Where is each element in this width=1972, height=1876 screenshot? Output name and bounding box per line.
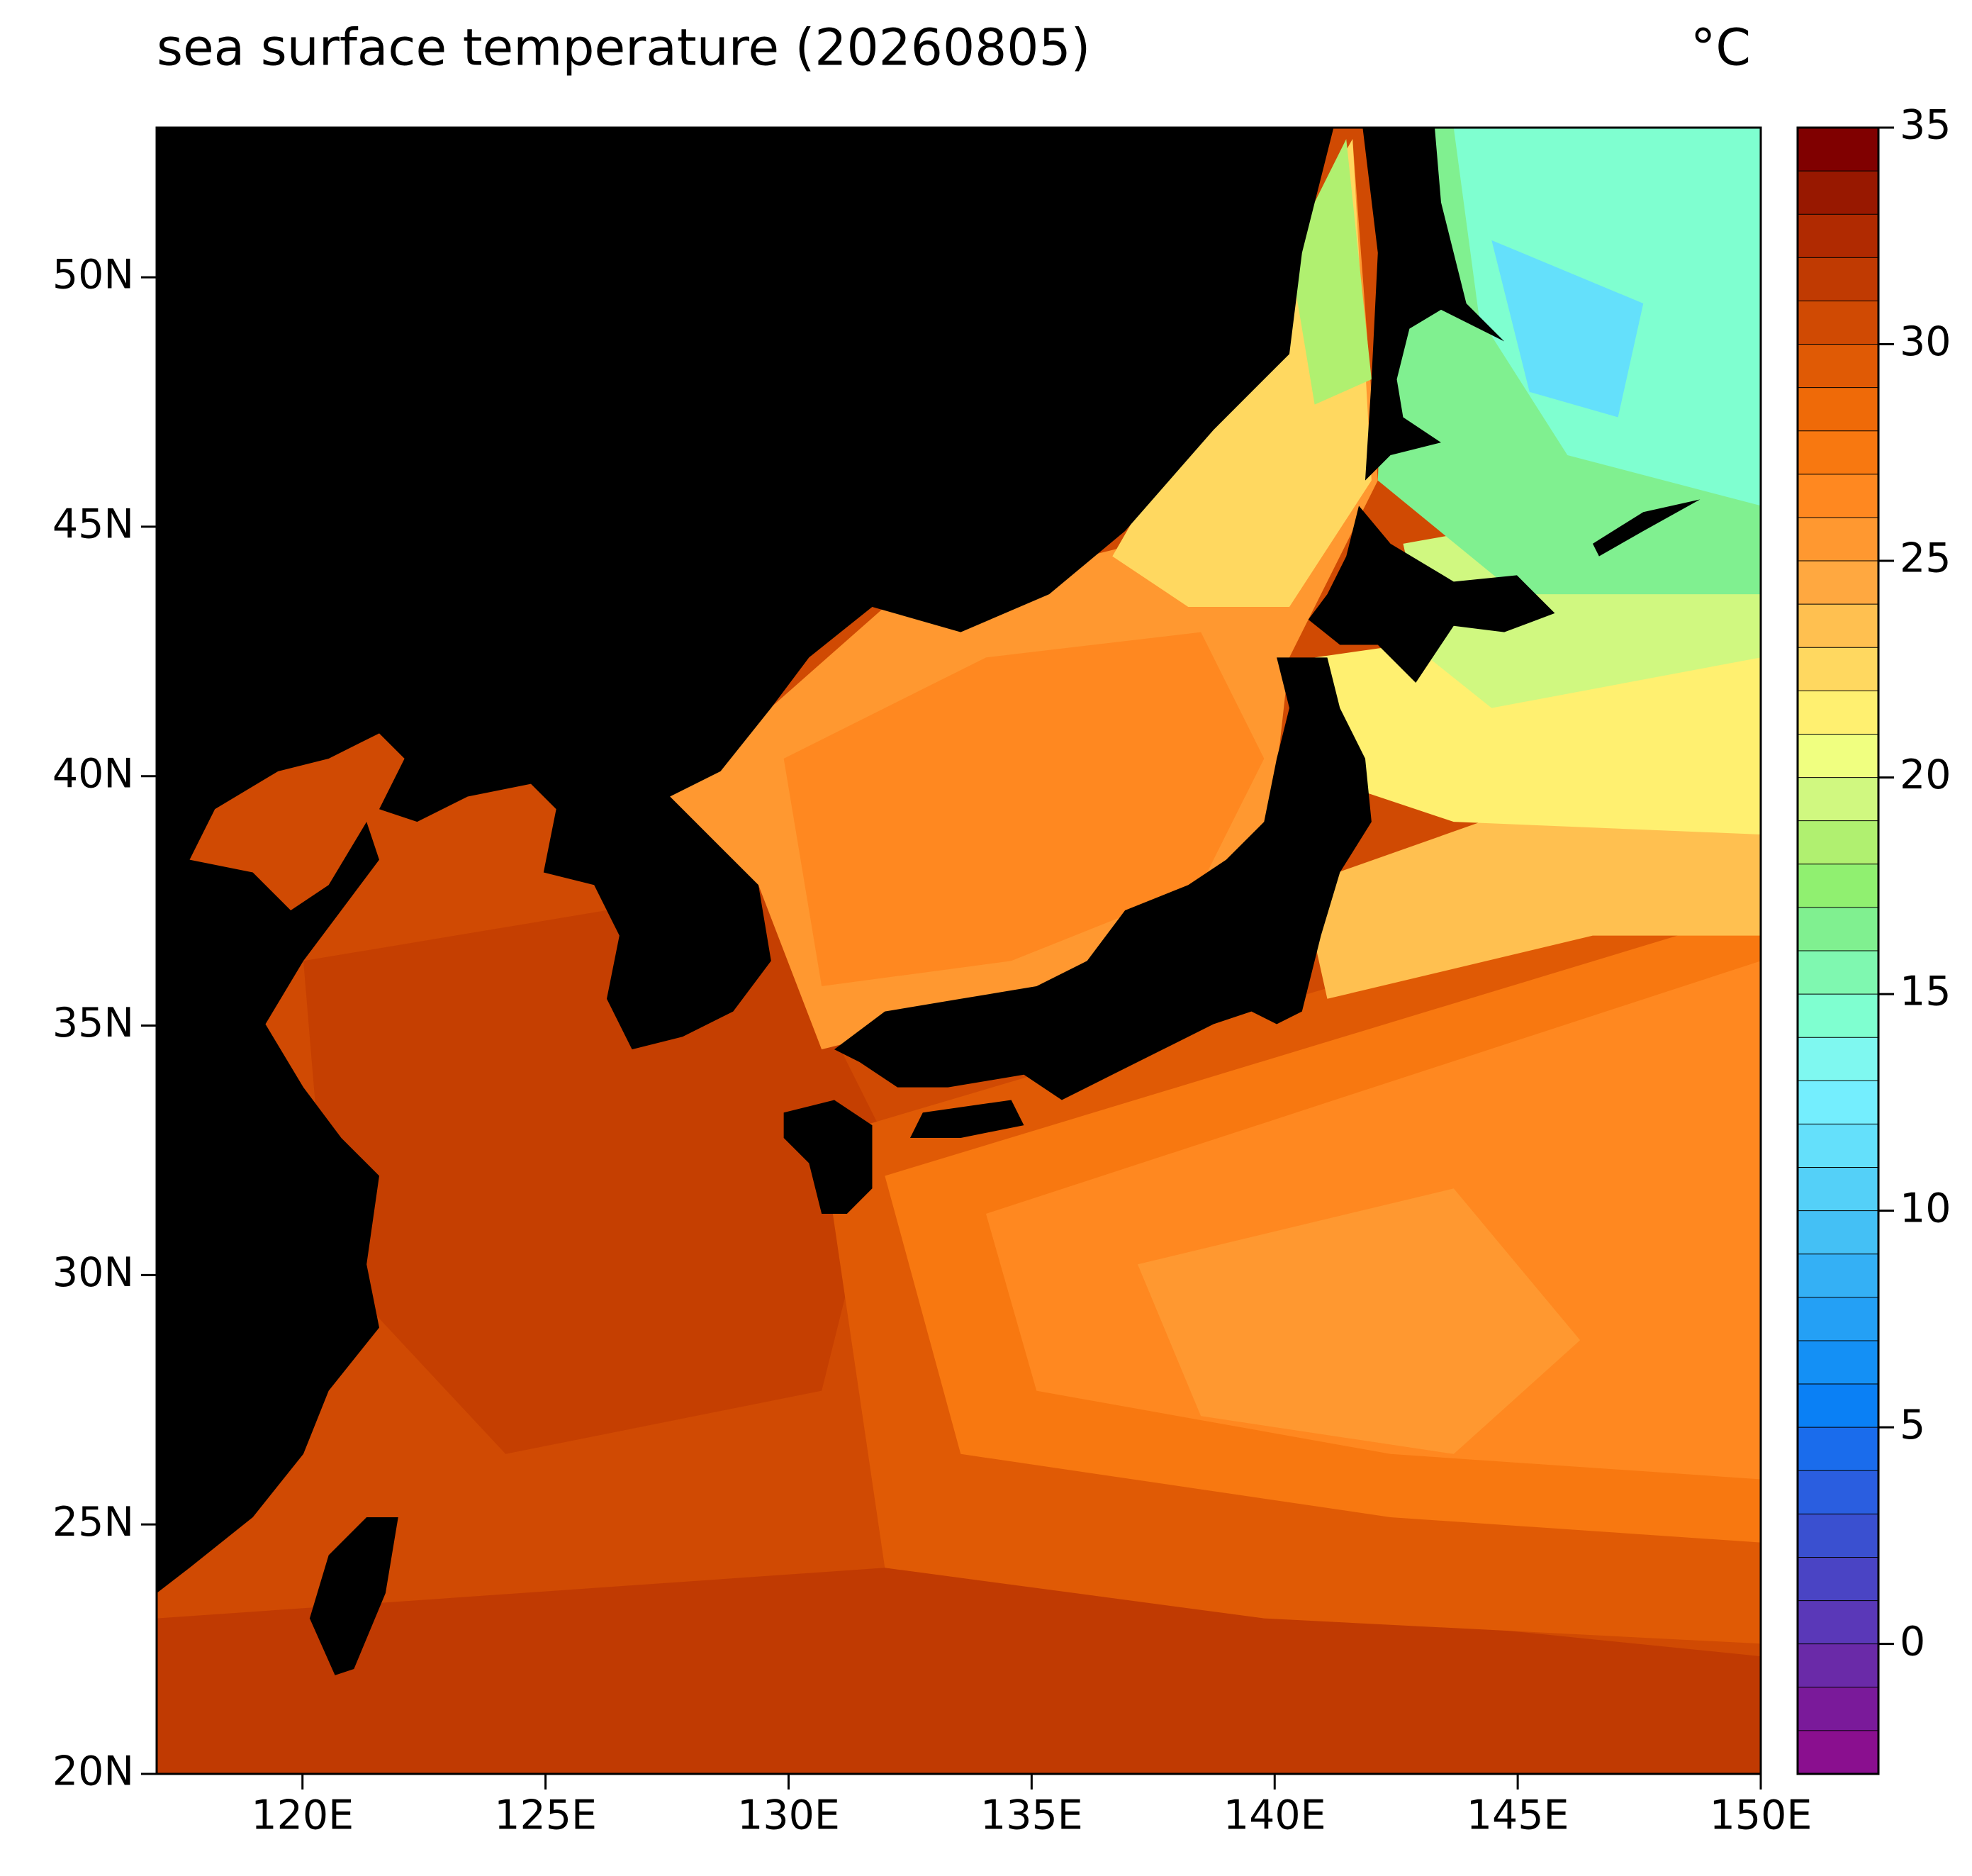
colorbar-band [1798,1081,1878,1124]
map [157,128,1761,1774]
colorbar-frame [1796,126,1880,1775]
y-tick-label: 45N [52,501,134,548]
colorbar-band [1798,430,1878,474]
y-tick-label: 25N [52,1499,134,1546]
chart-title: sea surface temperature (20260805) [157,18,1090,77]
colorbar-tick-label: 15 [1900,968,1951,1015]
colorbar-band [1798,1210,1878,1254]
colorbar-band [1798,1124,1878,1168]
colorbar-band [1798,1557,1878,1601]
colorbar-band [1798,820,1878,864]
x-tick-label: 125E [494,1792,597,1839]
colorbar-band [1798,561,1878,605]
colorbar-tick-label: 35 [1900,102,1951,149]
colorbar-band [1798,257,1878,301]
plot-frame [155,126,1762,1775]
x-tick-label: 120E [251,1792,354,1839]
colorbar-band [1798,691,1878,735]
colorbar-band [1798,128,1878,172]
colorbar-band [1798,214,1878,258]
colorbar-band [1798,387,1878,431]
x-tick-label: 140E [1223,1792,1326,1839]
unit-label: °C [1691,18,1751,77]
x-tick-label: 150E [1710,1792,1813,1839]
colorbar-band [1798,344,1878,388]
x-tick-label: 145E [1467,1792,1569,1839]
colorbar-band [1798,1600,1878,1644]
colorbar-tick-label: 20 [1900,752,1951,798]
colorbar-band [1798,1730,1878,1774]
colorbar-band [1798,647,1878,691]
colorbar-band [1798,604,1878,648]
colorbar-band [1798,1470,1878,1514]
colorbar-tick-label: 5 [1900,1402,1925,1448]
colorbar-band [1798,994,1878,1038]
colorbar-band [1798,1254,1878,1297]
colorbar-band [1798,1297,1878,1341]
colorbar-band [1798,301,1878,345]
colorbar-band [1798,907,1878,951]
y-tick-label: 35N [52,1000,134,1046]
colorbar-band [1798,1037,1878,1081]
colorbar-band [1798,1643,1878,1687]
colorbar-band [1798,1514,1878,1558]
colorbar-tick-label: 25 [1900,535,1951,582]
x-tick-label: 130E [737,1792,840,1839]
y-tick-label: 30N [52,1249,134,1296]
colorbar-band [1798,734,1878,778]
colorbar-band [1798,1340,1878,1385]
y-tick-label: 40N [52,750,134,797]
colorbar-band [1798,517,1878,562]
colorbar-band [1798,1167,1878,1211]
colorbar-band [1798,474,1878,518]
colorbar-tick-label: 30 [1900,318,1951,365]
colorbar-tick-label: 0 [1900,1618,1925,1665]
colorbar-band [1798,1687,1878,1731]
land [157,128,1701,1675]
y-tick-label: 20N [52,1748,134,1795]
colorbar-band [1798,951,1878,995]
x-tick-label: 135E [980,1792,1083,1839]
colorbar-band [1798,1384,1878,1428]
colorbar-band [1798,171,1878,215]
colorbar-band [1798,864,1878,908]
colorbar-tick-label: 10 [1900,1185,1951,1232]
y-tick-label: 50N [52,252,134,298]
colorbar-band [1798,777,1878,821]
colorbar-band [1798,1427,1878,1471]
